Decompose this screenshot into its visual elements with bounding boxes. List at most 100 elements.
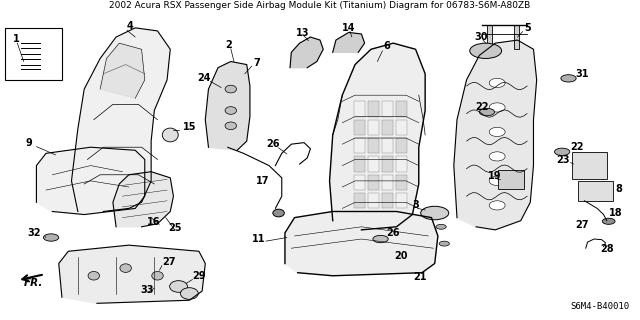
Bar	[368, 175, 380, 190]
Polygon shape	[285, 212, 438, 276]
Text: 31: 31	[575, 69, 588, 79]
Circle shape	[436, 224, 446, 229]
Ellipse shape	[489, 176, 505, 186]
Polygon shape	[333, 32, 365, 52]
Text: 7: 7	[253, 58, 260, 68]
Ellipse shape	[180, 288, 198, 299]
Bar	[396, 101, 407, 116]
Text: 21: 21	[413, 272, 427, 282]
Polygon shape	[72, 28, 170, 212]
Text: 30: 30	[475, 32, 488, 42]
Ellipse shape	[489, 78, 505, 88]
Circle shape	[554, 148, 570, 156]
Circle shape	[561, 75, 576, 82]
Bar	[382, 120, 394, 135]
Ellipse shape	[489, 152, 505, 161]
Bar	[354, 175, 365, 190]
Polygon shape	[454, 40, 537, 230]
Ellipse shape	[163, 128, 178, 142]
Text: 26: 26	[266, 139, 279, 149]
Text: 2: 2	[226, 40, 232, 50]
Bar	[396, 120, 407, 135]
Bar	[382, 193, 394, 208]
Text: 1: 1	[13, 34, 20, 44]
Bar	[4, 28, 62, 80]
Text: 18: 18	[609, 208, 622, 218]
Bar	[368, 193, 380, 208]
Polygon shape	[290, 37, 323, 68]
Text: 13: 13	[296, 28, 310, 37]
Text: 26: 26	[387, 228, 400, 238]
Ellipse shape	[225, 85, 237, 93]
Text: 27: 27	[163, 257, 176, 267]
Ellipse shape	[225, 107, 237, 114]
Text: 22: 22	[475, 102, 488, 113]
Text: 6: 6	[384, 41, 390, 51]
Text: 17: 17	[256, 176, 270, 186]
Circle shape	[602, 218, 615, 224]
Circle shape	[44, 234, 59, 241]
Bar	[396, 138, 407, 153]
Text: 3: 3	[412, 200, 419, 211]
Bar	[396, 175, 407, 190]
Text: 9: 9	[26, 138, 33, 148]
Ellipse shape	[489, 127, 505, 137]
Ellipse shape	[152, 271, 163, 280]
Text: 29: 29	[193, 271, 206, 281]
Bar	[354, 120, 365, 135]
Ellipse shape	[120, 264, 131, 272]
Bar	[368, 138, 380, 153]
Polygon shape	[205, 61, 250, 150]
Text: 33: 33	[140, 284, 154, 295]
Text: 8: 8	[615, 184, 622, 194]
Text: 20: 20	[394, 251, 408, 261]
Text: 25: 25	[168, 223, 182, 233]
Text: 23: 23	[556, 155, 569, 164]
Bar	[382, 101, 394, 116]
Polygon shape	[100, 43, 145, 98]
Text: 24: 24	[198, 73, 211, 84]
Text: 28: 28	[600, 244, 614, 254]
Polygon shape	[59, 245, 205, 303]
Circle shape	[479, 108, 495, 116]
Polygon shape	[113, 172, 173, 227]
Bar	[368, 120, 380, 135]
Ellipse shape	[225, 122, 237, 130]
Bar	[368, 101, 380, 116]
Bar	[354, 101, 365, 116]
Circle shape	[470, 43, 502, 59]
Circle shape	[420, 206, 449, 220]
Circle shape	[439, 241, 449, 246]
Bar	[382, 138, 394, 153]
Bar	[572, 152, 607, 179]
Bar	[382, 156, 394, 172]
Text: 14: 14	[342, 23, 356, 33]
Bar	[396, 193, 407, 208]
Bar	[382, 175, 394, 190]
Bar	[368, 156, 380, 172]
Title: 2002 Acura RSX Passenger Side Airbag Module Kit (Titanium) Diagram for 06783-S6M: 2002 Acura RSX Passenger Side Airbag Mod…	[109, 1, 531, 10]
Bar	[354, 138, 365, 153]
Ellipse shape	[489, 201, 505, 210]
Ellipse shape	[170, 281, 188, 292]
Bar	[354, 156, 365, 172]
Bar	[487, 25, 492, 49]
Text: 11: 11	[252, 234, 266, 244]
Text: 16: 16	[147, 217, 160, 227]
Text: 22: 22	[570, 142, 583, 152]
Text: 4: 4	[127, 21, 134, 31]
Circle shape	[373, 236, 388, 243]
Bar	[578, 181, 613, 201]
Bar	[396, 156, 407, 172]
Ellipse shape	[273, 209, 284, 217]
Text: 5: 5	[524, 23, 531, 33]
Text: 32: 32	[27, 228, 40, 238]
Polygon shape	[330, 43, 425, 230]
Bar	[354, 193, 365, 208]
Text: 19: 19	[488, 171, 501, 181]
Text: S6M4-B40010: S6M4-B40010	[570, 302, 629, 311]
Text: FR.: FR.	[24, 278, 43, 288]
Text: 15: 15	[183, 122, 196, 132]
Ellipse shape	[489, 103, 505, 112]
Polygon shape	[36, 147, 145, 214]
